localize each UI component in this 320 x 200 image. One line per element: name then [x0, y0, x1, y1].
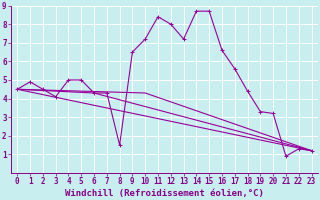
X-axis label: Windchill (Refroidissement éolien,°C): Windchill (Refroidissement éolien,°C)	[65, 189, 264, 198]
